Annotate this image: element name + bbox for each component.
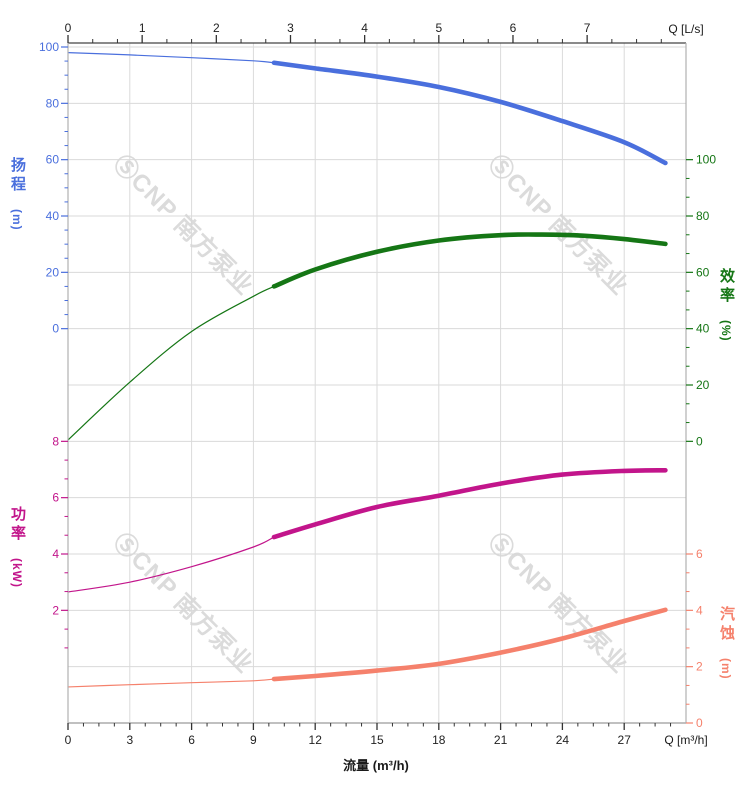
top-x-axis: 0 1 2 3 4 5 6 7	[65, 21, 662, 43]
npsh-curve-duty	[271, 607, 668, 682]
eff-curve	[67, 232, 668, 441]
efficiency-axis-title: 效率 (%)	[718, 268, 735, 342]
eff-axis: 100 80 60 40 20 0	[686, 153, 716, 448]
svg-text:0: 0	[696, 434, 703, 448]
head-axis-title-text: 扬程	[9, 157, 26, 195]
npsh-curve-thin	[67, 678, 275, 688]
svg-text:0: 0	[52, 322, 59, 336]
npsh-axis-unit: (m)	[719, 658, 733, 680]
head-curve-thin	[67, 52, 275, 64]
power-curve-thin	[67, 536, 275, 593]
npsh-curve	[67, 607, 668, 688]
watermark-text: ⓈCNP 南方泵业	[483, 149, 634, 300]
svg-text:8: 8	[52, 434, 59, 448]
svg-text:4: 4	[52, 547, 59, 561]
eff-curve-thin	[67, 285, 275, 441]
power-axis-title-text: 功率	[9, 506, 26, 544]
head-axis-unit: (m)	[10, 209, 24, 231]
svg-text:3: 3	[126, 733, 133, 747]
svg-text:1: 1	[139, 21, 146, 35]
npsh-axis: 6 4 2 0	[686, 547, 703, 730]
flow-axis-title: 流量 (m³/h)	[343, 758, 409, 773]
svg-text:15: 15	[370, 733, 384, 747]
svg-text:7: 7	[584, 21, 591, 35]
svg-text:6: 6	[188, 733, 195, 747]
watermark-text: ⓈCNP 南方泵业	[108, 527, 259, 678]
svg-text:0: 0	[696, 716, 703, 730]
svg-text:24: 24	[556, 733, 570, 747]
svg-text:0: 0	[65, 21, 72, 35]
svg-text:80: 80	[46, 96, 60, 110]
efficiency-axis-unit: (%)	[719, 320, 733, 342]
npsh-axis-title: 汽蚀 (m)	[718, 606, 735, 680]
svg-text:2: 2	[696, 660, 703, 674]
bottom-x-axis: 0 3 6 9 12 15 18 21 24 27	[65, 723, 672, 747]
svg-text:2: 2	[213, 21, 220, 35]
power-axis-title: 功率 (kW)	[9, 506, 26, 589]
svg-text:40: 40	[696, 322, 710, 336]
svg-text:100: 100	[696, 153, 716, 167]
svg-text:20: 20	[696, 378, 710, 392]
svg-text:4: 4	[696, 603, 703, 617]
svg-text:6: 6	[696, 547, 703, 561]
cnp-watermark: ⓈCNP 南方泵业 ⓈCNP 南方泵业 ⓈCNP 南方泵业 ⓈCNP 南方泵业	[108, 149, 634, 678]
svg-text:3: 3	[287, 21, 294, 35]
svg-text:6: 6	[52, 491, 59, 505]
svg-text:12: 12	[309, 733, 323, 747]
svg-text:9: 9	[250, 733, 257, 747]
svg-text:0: 0	[65, 733, 72, 747]
svg-text:6: 6	[510, 21, 517, 35]
svg-text:27: 27	[618, 733, 632, 747]
head-axis: 100 80 60 40 20 0	[39, 40, 68, 336]
svg-text:60: 60	[46, 153, 60, 167]
svg-text:20: 20	[46, 265, 60, 279]
bottom-axis-unit-label: Q [m³/h]	[664, 733, 708, 747]
power-axis: 8 6 4 2	[52, 434, 68, 649]
svg-text:21: 21	[494, 733, 508, 747]
power-axis-unit: (kW)	[10, 558, 24, 589]
power-curve	[67, 468, 668, 593]
watermark-text: ⓈCNP 南方泵业	[108, 149, 259, 300]
svg-text:100: 100	[39, 40, 59, 54]
head-curve-duty	[271, 60, 668, 166]
svg-text:60: 60	[696, 265, 710, 279]
top-axis-unit-label: Q [L/s]	[668, 22, 704, 36]
svg-text:40: 40	[46, 209, 60, 223]
npsh-axis-title-text: 汽蚀	[718, 606, 735, 644]
efficiency-axis-title-text: 效率	[718, 268, 735, 306]
svg-text:5: 5	[435, 21, 442, 35]
power-curve-duty	[271, 468, 668, 540]
eff-curve-duty	[271, 232, 668, 289]
svg-text:4: 4	[361, 21, 368, 35]
watermark-text: ⓈCNP 南方泵业	[483, 527, 634, 678]
head-curve	[67, 52, 668, 166]
head-axis-title: 扬程 (m)	[9, 157, 26, 231]
svg-text:18: 18	[432, 733, 446, 747]
svg-text:80: 80	[696, 209, 710, 223]
svg-text:2: 2	[52, 603, 59, 617]
